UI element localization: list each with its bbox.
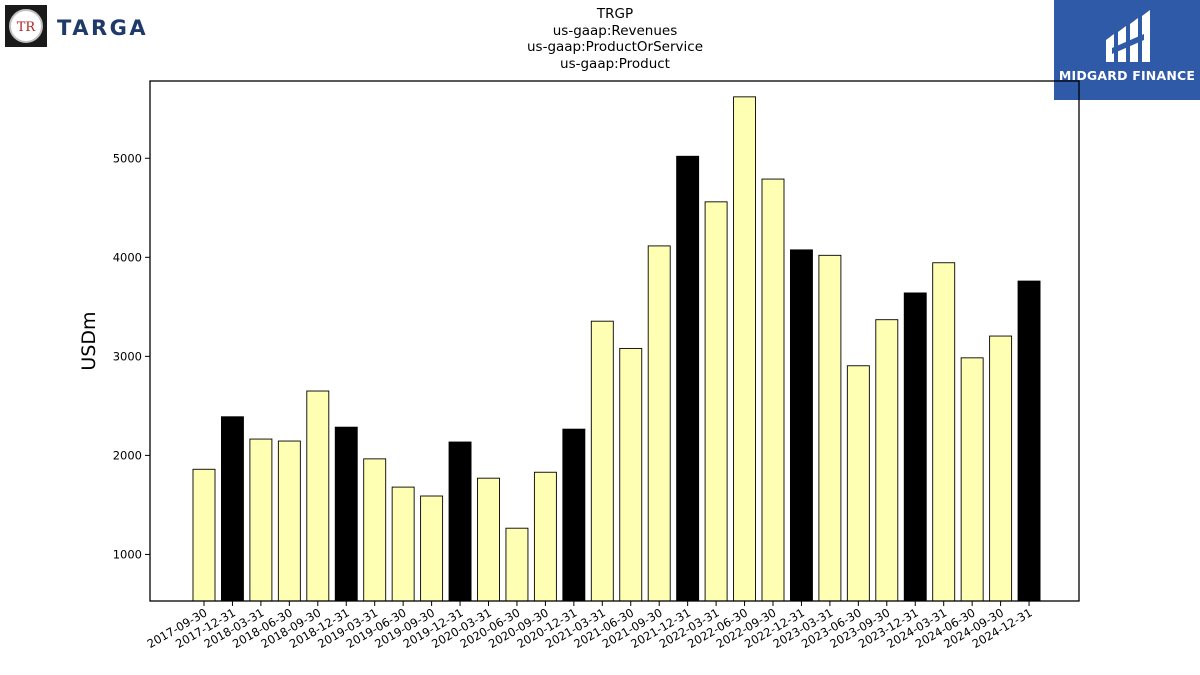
bar-2024-06-30 xyxy=(960,357,984,602)
bar-2022-09-30 xyxy=(761,178,785,602)
bar-2017-12-31 xyxy=(220,416,244,602)
bar-2022-06-30 xyxy=(733,96,756,602)
bar-2018-12-31 xyxy=(334,426,358,602)
targa-badge-text: TR xyxy=(17,20,37,35)
bar-2017-09-30 xyxy=(192,468,216,602)
midgard-emblem-icon xyxy=(1106,10,1150,62)
bar-2023-03-31 xyxy=(818,254,842,602)
x-axis: 2017-09-302017-12-312018-03-312018-06-30… xyxy=(145,601,1035,651)
bar-2023-12-31 xyxy=(903,292,927,602)
bar-2019-12-31 xyxy=(448,441,472,602)
bar-2021-06-30 xyxy=(619,347,643,602)
y-tick-label: 2000 xyxy=(113,448,142,462)
bar-2024-03-31 xyxy=(932,262,956,602)
y-axis: 1000 2000 3000 4000 5000 xyxy=(113,151,150,561)
bars-group xyxy=(192,96,1041,602)
bar-2019-03-31 xyxy=(363,458,387,602)
bar-2020-06-30 xyxy=(505,527,529,602)
y-tick-label: 3000 xyxy=(113,349,142,363)
bar-2021-03-31 xyxy=(590,320,614,602)
midgard-brand-text: MIDGARD FINANCE xyxy=(1058,68,1196,83)
bar-2019-06-30 xyxy=(391,486,415,602)
y-tick-label: 5000 xyxy=(113,151,142,165)
bar-2023-09-30 xyxy=(875,319,899,602)
bar-2018-09-30 xyxy=(306,390,330,602)
bar-2021-12-31 xyxy=(676,155,700,602)
bar-2019-09-30 xyxy=(420,495,444,602)
chart-title-line: us-gaap:Product xyxy=(560,55,670,72)
bar-2020-09-30 xyxy=(533,471,557,602)
bar-2023-06-30 xyxy=(846,365,870,602)
y-tick-label: 4000 xyxy=(113,250,142,264)
targa-logo: TR TARGA xyxy=(5,5,165,49)
plot-frame xyxy=(149,80,1080,602)
bar-2022-12-31 xyxy=(790,249,813,602)
bar-2021-09-30 xyxy=(647,245,671,602)
midgard-finance-logo: MIDGARD FINANCE xyxy=(1054,0,1200,100)
chart-title: TRGP us-gaap:Revenues us-gaap:ProductOrS… xyxy=(465,6,765,72)
bar-2018-03-31 xyxy=(249,438,273,602)
y-axis-label: USDm xyxy=(78,311,100,370)
targa-wordmark: TARGA xyxy=(57,16,149,40)
bar-2022-03-31 xyxy=(704,201,728,602)
chart-title-line: TRGP xyxy=(596,6,634,22)
chart-title-line: us-gaap:ProductOrService xyxy=(526,39,704,55)
y-tick-label: 1000 xyxy=(113,547,142,561)
bar-2018-06-30 xyxy=(277,440,301,602)
bar-2024-09-30 xyxy=(989,335,1013,602)
bar-2020-03-31 xyxy=(477,477,500,602)
bar-2020-12-31 xyxy=(562,428,586,602)
chart-title-line: us-gaap:Revenues xyxy=(552,22,678,39)
bar-2024-12-31 xyxy=(1017,280,1041,602)
targa-badge-icon: TR xyxy=(5,5,47,47)
